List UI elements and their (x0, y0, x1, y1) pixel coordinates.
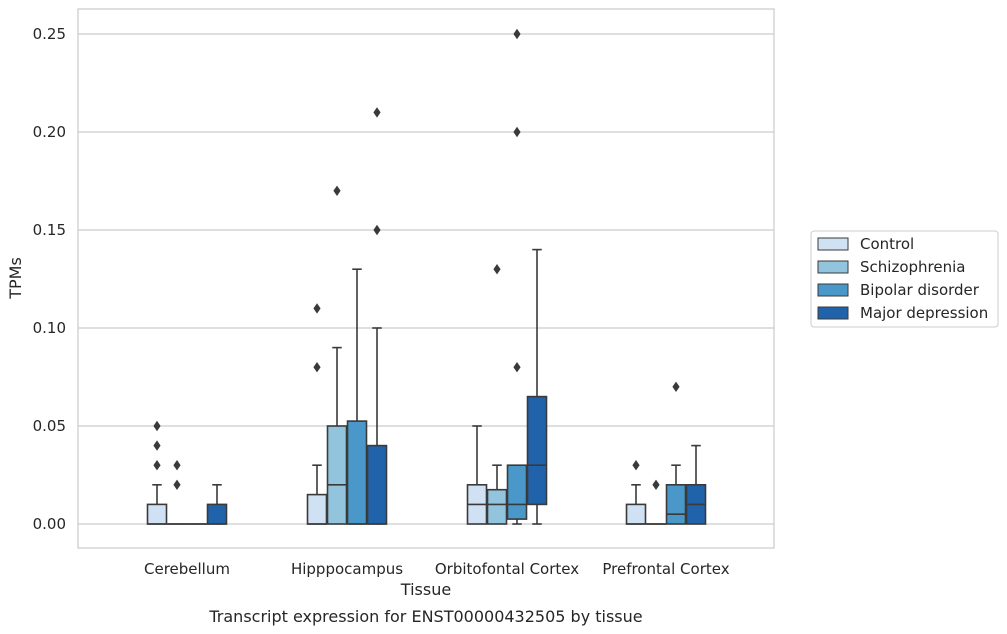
box-group (326, 185, 348, 525)
outlier-point (513, 126, 521, 138)
y-tick-label: 0.20 (33, 123, 66, 141)
x-tick-label: Cerebellum (144, 560, 230, 578)
outlier-point (373, 107, 381, 118)
box-group (306, 303, 328, 525)
outlier-point (153, 420, 161, 432)
outlier-point (313, 362, 321, 373)
outlier-point (173, 460, 181, 471)
box-group (506, 28, 528, 525)
chart-caption: Transcript expression for ENST0000043250… (208, 607, 642, 626)
box (625, 503, 647, 525)
box-group (366, 107, 388, 525)
y-tick-labels: 0.00 0.05 0.10 0.15 0.20 0.25 (33, 25, 66, 533)
legend-label: Schizophrenia (860, 258, 965, 276)
legend-swatch (817, 237, 849, 251)
plot-frame (77, 8, 775, 549)
box-group (166, 460, 188, 525)
y-tick-label: 0.10 (33, 319, 66, 337)
y-tick-label: 0.05 (33, 417, 66, 435)
box (526, 395, 548, 506)
legend-swatch (817, 260, 849, 274)
outlier-point (513, 28, 521, 40)
x-tick-label: Prefrontal Cortex (602, 560, 729, 578)
box-group (206, 483, 228, 525)
y-tick-label: 0.25 (33, 25, 66, 43)
box-group (146, 420, 168, 525)
box-group (645, 479, 667, 525)
y-tick-label: 0.00 (33, 515, 66, 533)
x-tick-label: Hipppocampus (291, 560, 403, 578)
legend-label: Major depression (860, 304, 988, 322)
outlier-point (173, 479, 181, 490)
y-tick-label: 0.15 (33, 221, 66, 239)
box-group (665, 381, 687, 525)
legend-frame (810, 230, 999, 328)
outlier-point (333, 185, 341, 196)
outlier-point (153, 460, 161, 471)
legend: Control Schizophrenia Bipolar disorder Majo… (810, 230, 999, 328)
box (366, 444, 388, 525)
x-axis-title: Tissue (400, 580, 451, 599)
box-group (685, 444, 707, 525)
outlier-point (313, 303, 321, 314)
legend-swatch (817, 306, 849, 320)
outlier-point (513, 362, 521, 373)
box (346, 420, 368, 525)
box-series (146, 28, 707, 525)
box (146, 503, 168, 525)
x-tick-labels: Cerebellum Hipppocampus Orbitofontal Corte… (144, 560, 730, 578)
outlier-point (632, 460, 640, 471)
box-group (346, 268, 368, 525)
box (486, 488, 508, 525)
outlier-point (153, 440, 161, 451)
box-group (466, 425, 488, 525)
legend-label: Bipolar disorder (860, 281, 980, 299)
legend-label: Control (860, 235, 914, 253)
box (506, 464, 528, 520)
box (206, 503, 228, 525)
x-tick-label: Orbitofontal Cortex (435, 560, 579, 578)
gridlines (78, 33, 774, 525)
outlier-point (652, 479, 660, 490)
outlier-point (373, 224, 381, 236)
box-group (486, 264, 508, 525)
legend-swatch (817, 283, 849, 297)
box-group (625, 460, 647, 525)
box-group (526, 248, 548, 525)
outlier-point (672, 381, 680, 392)
box (326, 425, 348, 525)
box (665, 483, 687, 525)
outlier-point (493, 264, 501, 275)
y-axis-title: TPMs (6, 257, 25, 300)
box (306, 493, 328, 525)
